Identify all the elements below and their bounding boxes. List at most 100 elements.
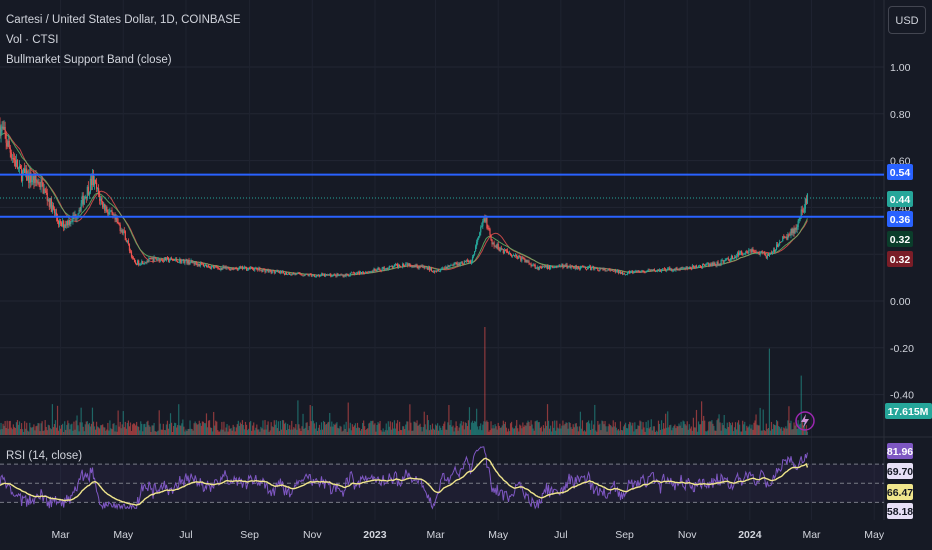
volume-bar [804, 428, 806, 435]
volume-bar [528, 422, 530, 435]
candle-body [731, 255, 734, 260]
volume-bar [631, 425, 633, 435]
volume-bar [57, 430, 60, 435]
candle-body [130, 251, 133, 257]
candle-body [543, 266, 546, 268]
candle-body [500, 248, 502, 250]
candle-body [562, 264, 564, 268]
candle-body [382, 267, 384, 269]
volume-bar [224, 431, 226, 435]
candle-body [3, 126, 5, 129]
volume-bar [317, 427, 320, 435]
volume-bar [778, 426, 780, 435]
volume-bar [338, 428, 340, 435]
candle-body [43, 189, 45, 194]
volume-bar [254, 430, 256, 435]
candle-body [302, 275, 304, 277]
volume-bar [89, 426, 91, 435]
candle-body [0, 125, 1, 137]
volume-bar [677, 426, 679, 435]
candle-body [668, 267, 670, 269]
volume-bar [727, 427, 729, 435]
volume-bar [488, 431, 490, 435]
volume-bar [644, 431, 646, 435]
volume-bar [29, 422, 31, 435]
volume-bar [441, 430, 443, 435]
volume-bar [687, 429, 689, 435]
candle-body [24, 168, 26, 174]
volume-bar [103, 427, 105, 435]
candle-body [583, 266, 586, 268]
candle-body [686, 266, 688, 269]
symbol-title[interactable]: Cartesi / United States Dollar, 1D, COIN… [6, 14, 241, 26]
candle-body [633, 272, 635, 274]
candle-body [348, 275, 350, 277]
volume-bar [337, 427, 339, 435]
volume-bar [718, 414, 720, 435]
volume-bar [145, 427, 147, 435]
volume-bar [372, 420, 374, 435]
volume-bar [153, 422, 155, 435]
candle-body [661, 268, 664, 270]
candle-body [41, 179, 43, 183]
candle-body [677, 268, 679, 271]
candle-body [313, 274, 315, 277]
candle-body [458, 263, 460, 266]
volume-bar [53, 424, 56, 435]
candle-body [241, 266, 244, 269]
volume-bar [614, 422, 616, 435]
candle-body [780, 241, 782, 243]
lightning-icon[interactable] [795, 411, 815, 431]
volume-bar [739, 424, 741, 435]
volume-legend[interactable]: Vol · CTSI [6, 34, 59, 46]
candle-body [730, 255, 732, 259]
candle-body [566, 264, 568, 269]
candle-body [572, 266, 574, 268]
candle-body [156, 259, 158, 261]
candle-body [442, 267, 444, 269]
volume-bar [265, 429, 267, 435]
volume-bar [567, 428, 569, 435]
volume-bar [595, 430, 597, 435]
price-badge: 66.47 [887, 484, 913, 500]
volume-bar [566, 422, 568, 435]
volume-bar [417, 425, 419, 435]
candle-body [610, 269, 612, 271]
price-badge-label: 0.32 [890, 234, 911, 246]
candle-body [236, 268, 238, 270]
volume-bar [424, 424, 426, 435]
candle-body [47, 199, 49, 201]
candle-body [582, 266, 585, 268]
candle-body [478, 236, 480, 239]
candle-body [425, 267, 427, 269]
horizontal-levels[interactable] [0, 173, 884, 218]
indicator-legend[interactable]: Bullmarket Support Band (close) [6, 54, 172, 66]
volume-bar [151, 425, 153, 435]
volume-bar [501, 425, 503, 435]
candle-body [174, 260, 176, 262]
candle-body [605, 270, 607, 272]
candle-body [140, 264, 142, 266]
candle-body [725, 258, 727, 261]
volume-bar [178, 404, 180, 435]
volume-bar [99, 428, 101, 435]
candle-body [608, 269, 610, 271]
volume-bar [479, 426, 481, 435]
candle-body [682, 268, 684, 270]
candle-body [636, 270, 638, 272]
candle-body [229, 268, 231, 270]
candle-body [775, 244, 778, 250]
price-badge-label: 66.47 [887, 487, 913, 499]
volume-bar [334, 424, 336, 435]
candle-body [325, 274, 327, 277]
volume-bar [560, 428, 562, 435]
volume-bar [3, 425, 5, 435]
volume-bar [729, 423, 731, 435]
currency-button[interactable]: USD [888, 6, 926, 34]
volume-bar [388, 426, 390, 435]
volume-bar [715, 430, 717, 435]
volume-bar [495, 426, 497, 435]
rsi-legend[interactable]: RSI (14, close) [6, 450, 83, 462]
volume-bar [333, 423, 335, 435]
candle-body [105, 206, 107, 211]
